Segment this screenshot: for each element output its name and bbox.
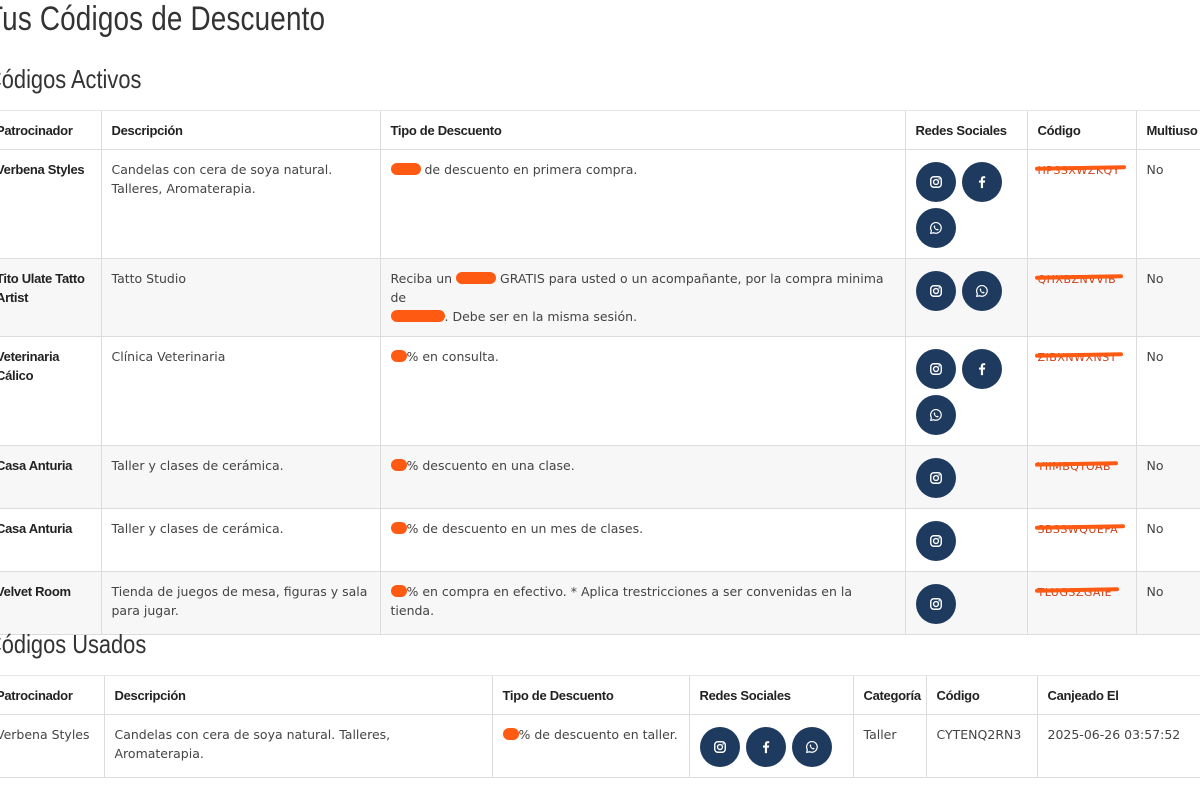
col-header-description: Descripción bbox=[103, 675, 492, 715]
instagram-icon[interactable] bbox=[915, 458, 956, 498]
table-row: Casa Anturia Taller y clases de cerámica… bbox=[0, 508, 1200, 572]
description: Tatto Studio bbox=[100, 258, 380, 337]
sponsor-name: Velvet Room bbox=[0, 571, 101, 635]
redacted-value bbox=[390, 585, 407, 597]
sponsor-name: Veterinaria Cálico bbox=[0, 336, 101, 446]
discount-code: TLUGSZGAIE bbox=[1026, 571, 1136, 635]
social-links bbox=[904, 445, 1027, 509]
discount-type: % de descuento en un mes de clases. bbox=[379, 508, 905, 572]
discount-code: SBSSWQUEFA bbox=[1026, 508, 1136, 572]
redacted-value bbox=[390, 459, 407, 471]
description: Taller y clases de cerámica. bbox=[100, 508, 380, 572]
category: Taller bbox=[852, 714, 926, 778]
discount-code: YIIMBQYOAB bbox=[1026, 445, 1136, 509]
multiuse-value: No bbox=[1135, 149, 1200, 259]
facebook-icon[interactable] bbox=[745, 727, 786, 767]
col-header-social: Redes Sociales bbox=[904, 110, 1027, 150]
sponsor-name: Tito Ulate Tatto Artist bbox=[0, 258, 101, 337]
active-codes-heading: Códigos Activos bbox=[0, 64, 142, 94]
used-codes-heading: Códigos Usados bbox=[0, 629, 147, 659]
redacted-value bbox=[390, 350, 407, 362]
social-links bbox=[904, 508, 1027, 572]
instagram-icon[interactable] bbox=[915, 584, 956, 624]
description: Tienda de juegos de mesa, figuras y sala… bbox=[100, 571, 380, 635]
col-header-sponsor: Patrocinador bbox=[0, 675, 104, 715]
social-links bbox=[688, 714, 853, 778]
instagram-icon[interactable] bbox=[699, 727, 740, 767]
sponsor-name: Verbena Styles bbox=[0, 149, 101, 259]
whatsapp-icon[interactable] bbox=[915, 395, 956, 435]
instagram-icon[interactable] bbox=[915, 349, 956, 389]
discount-type: % de descuento en taller. bbox=[491, 714, 689, 778]
instagram-icon[interactable] bbox=[915, 162, 956, 202]
instagram-icon[interactable] bbox=[915, 521, 956, 561]
discount-code: HPSSXWZKQY bbox=[1026, 149, 1136, 259]
multiuse-value: No bbox=[1135, 571, 1200, 635]
active-codes-table: Patrocinador Descripción Tipo de Descuen… bbox=[0, 110, 1200, 635]
col-header-sponsor: Patrocinador bbox=[0, 110, 101, 150]
sponsor-name: Casa Anturia bbox=[0, 445, 101, 509]
social-links bbox=[904, 571, 1027, 635]
discount-type: de descuento en primera compra. bbox=[379, 149, 905, 259]
col-header-social: Redes Sociales bbox=[688, 675, 853, 715]
discount-code: ZIBXNWXNST bbox=[1026, 336, 1136, 446]
social-links bbox=[904, 336, 1027, 446]
redacted-value bbox=[390, 163, 421, 175]
table-row: Casa Anturia Taller y clases de cerámica… bbox=[0, 445, 1200, 509]
table-row: Veterinaria Cálico Clínica Veterinaria %… bbox=[0, 336, 1200, 446]
description: Clínica Veterinaria bbox=[100, 336, 380, 446]
table-row: Tito Ulate Tatto Artist Tatto Studio Rec… bbox=[0, 258, 1200, 337]
facebook-icon[interactable] bbox=[961, 162, 1002, 202]
table-row: Velvet Room Tienda de juegos de mesa, fi… bbox=[0, 571, 1200, 635]
discount-type: Reciba un GRATIS para usted o un acompañ… bbox=[379, 258, 905, 337]
whatsapp-icon[interactable] bbox=[961, 271, 1002, 311]
social-links bbox=[904, 258, 1027, 337]
discount-code: QHXBZNVVIB bbox=[1026, 258, 1136, 337]
discount-type: % en consulta. bbox=[379, 336, 905, 446]
active-table-header-row: Patrocinador Descripción Tipo de Descuen… bbox=[0, 110, 1200, 150]
redacted-value bbox=[390, 310, 445, 322]
col-header-discount-type: Tipo de Descuento bbox=[491, 675, 689, 715]
table-row: Verbena Styles Candelas con cera de soya… bbox=[0, 714, 1200, 778]
redeemed-at: 2025-06-26 03:57:52 bbox=[1036, 714, 1200, 778]
instagram-icon[interactable] bbox=[915, 271, 956, 311]
table-row: Verbena Styles Candelas con cera de soya… bbox=[0, 149, 1200, 259]
description: Candelas con cera de soya natural. Talle… bbox=[100, 149, 380, 259]
description: Taller y clases de cerámica. bbox=[100, 445, 380, 509]
redacted-value bbox=[502, 728, 519, 740]
col-header-description: Descripción bbox=[100, 110, 380, 150]
redacted-value bbox=[390, 522, 407, 534]
col-header-code: Código bbox=[1026, 110, 1136, 150]
col-header-category: Categoría bbox=[852, 675, 926, 715]
description: Candelas con cera de soya natural. Talle… bbox=[103, 714, 492, 778]
multiuse-value: No bbox=[1135, 508, 1200, 572]
used-codes-table: Patrocinador Descripción Tipo de Descuen… bbox=[0, 675, 1200, 778]
col-header-multiuse: Multiuso bbox=[1135, 110, 1200, 150]
col-header-code: Código bbox=[925, 675, 1037, 715]
discount-code: CYTENQ2RN3 bbox=[925, 714, 1037, 778]
discount-type: % descuento en una clase. bbox=[379, 445, 905, 509]
page-title: Tus Códigos de Descuento bbox=[0, 0, 326, 38]
facebook-icon[interactable] bbox=[961, 349, 1002, 389]
sponsor-name: Verbena Styles bbox=[0, 714, 104, 778]
discount-type: % en compra en efectivo. * Aplica trestr… bbox=[379, 571, 905, 635]
multiuse-value: No bbox=[1135, 258, 1200, 337]
used-table-header-row: Patrocinador Descripción Tipo de Descuen… bbox=[0, 675, 1200, 715]
sponsor-name: Casa Anturia bbox=[0, 508, 101, 572]
whatsapp-icon[interactable] bbox=[791, 727, 832, 767]
redacted-value bbox=[456, 272, 497, 284]
whatsapp-icon[interactable] bbox=[915, 208, 956, 248]
social-links bbox=[904, 149, 1027, 259]
multiuse-value: No bbox=[1135, 336, 1200, 446]
col-header-discount-type: Tipo de Descuento bbox=[379, 110, 905, 150]
multiuse-value: No bbox=[1135, 445, 1200, 509]
col-header-redeemed-at: Canjeado El bbox=[1036, 675, 1200, 715]
